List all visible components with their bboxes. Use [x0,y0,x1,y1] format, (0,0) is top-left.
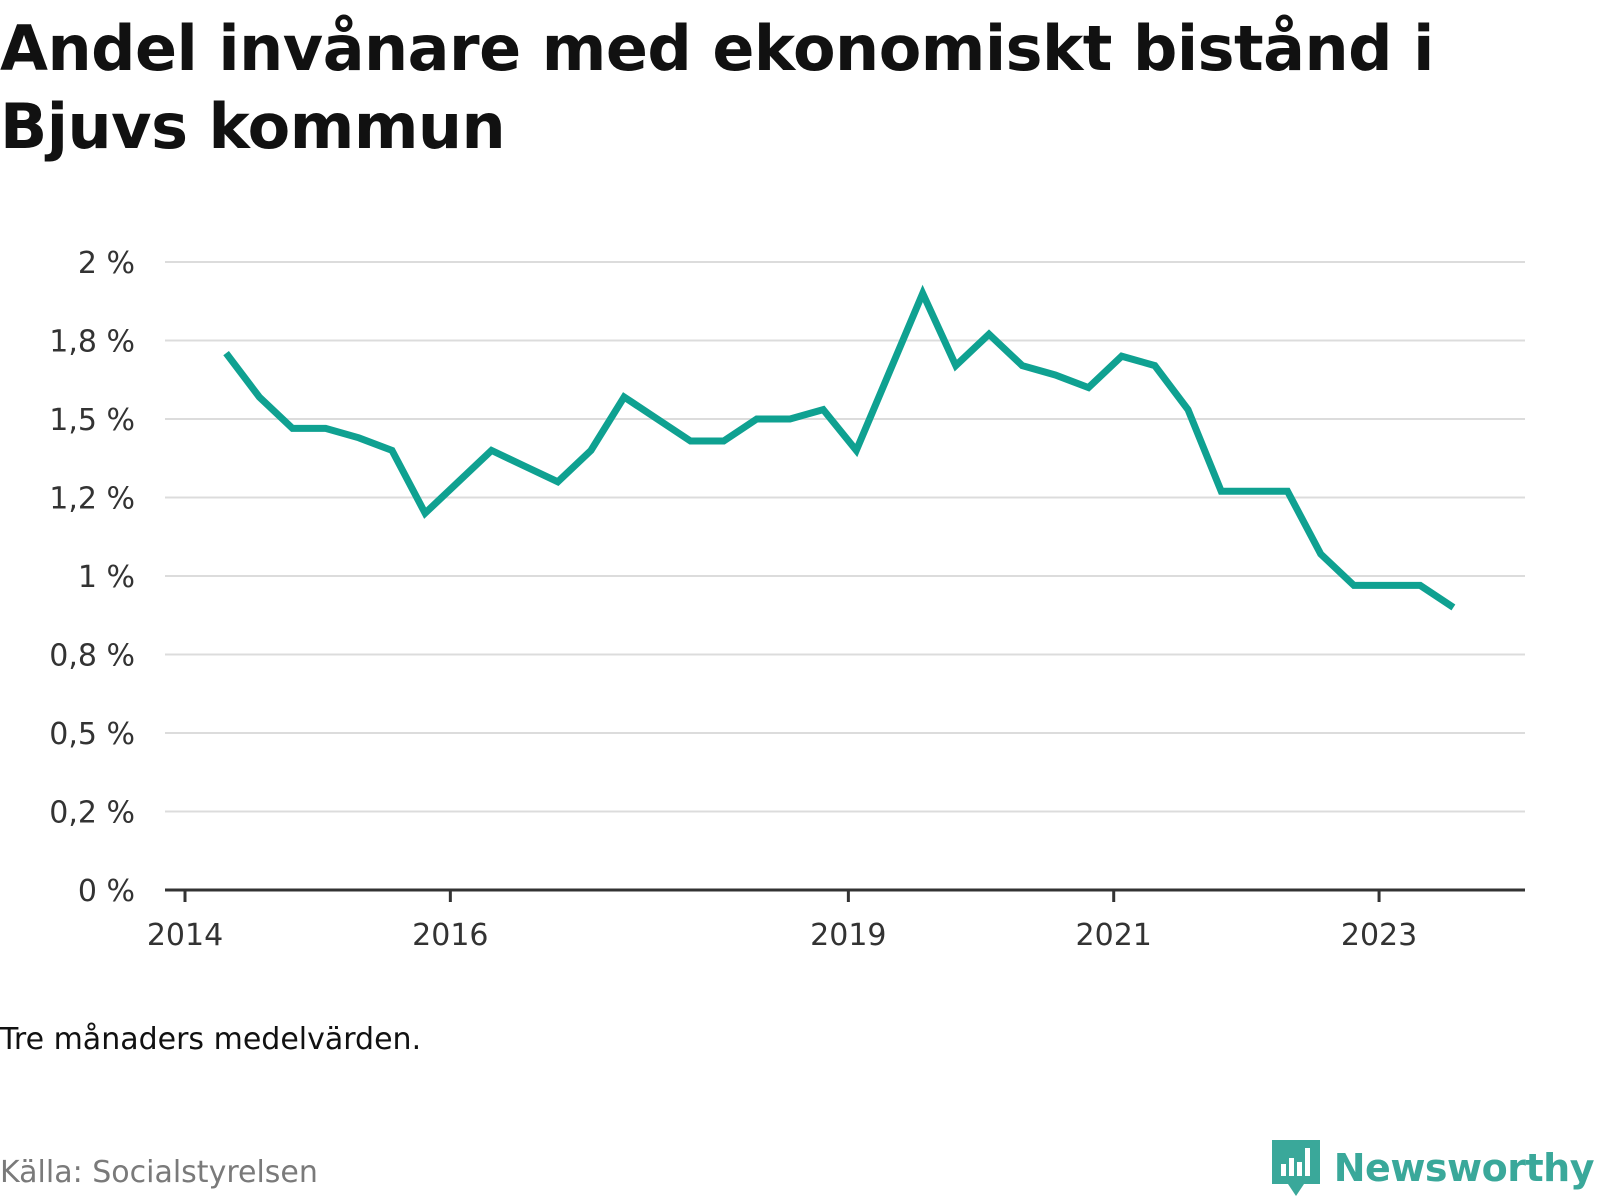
x-tick-label: 2016 [412,918,488,953]
series-line [223,284,1456,611]
x-tick-label: 2019 [810,918,886,953]
source-label: Källa: Socialstyrelsen [0,1155,318,1190]
y-tick-label: 1,5 % [49,403,135,438]
line-chart: 0 % 0,2 % 0,5 % 0,8 % 1 % 1,2 % 1,5 % 1,8 % 2 % 2… [49,246,1525,953]
x-tick-label: 2014 [147,918,223,953]
y-tick-label: 0,2 % [49,796,135,831]
y-tick-label: 1,8 % [49,325,135,360]
chart-note: Tre månaders medelvärden. [0,1022,422,1057]
y-tick-label: 0 % [78,874,135,909]
brand-logo[interactable]: Newsworthy [1270,1138,1595,1198]
y-tick-label: 1 % [78,560,135,595]
y-tick-label: 0,5 % [49,717,135,752]
y-tick-label: 2 % [78,246,135,281]
y-tick-label: 0,8 % [49,639,135,674]
x-tick-label: 2021 [1076,918,1152,953]
x-tick-label: 2023 [1341,918,1417,953]
bar-chart-speech-bubble-icon [1271,1140,1320,1196]
brand-name: Newsworthy [1333,1146,1595,1190]
chart-title: Andel invånare med ekonomiskt bistånd i … [0,12,1434,163]
y-tick-label: 1,2 % [49,482,135,517]
